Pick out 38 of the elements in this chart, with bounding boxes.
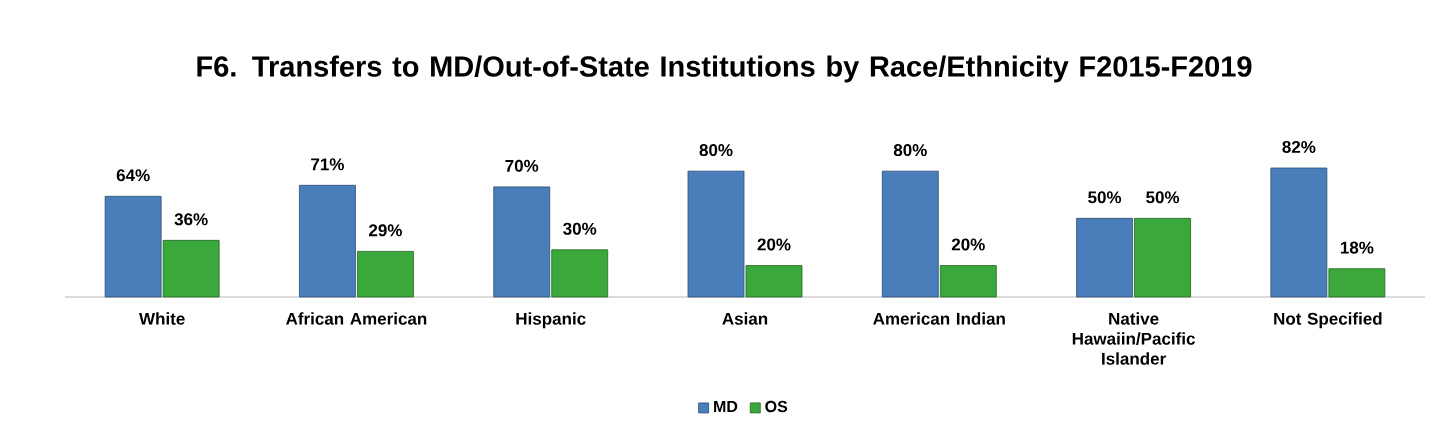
bar	[162, 239, 220, 298]
chart-title: F6. Transfers to MD/Out-of-State Institutions by Race/Ethnicity F2015-F2019	[197, 55, 1252, 83]
bar	[881, 170, 939, 298]
x-tick-label: Asian	[722, 312, 768, 325]
x-tick-label: American Indian	[873, 312, 1005, 325]
legend-label: OS	[765, 400, 788, 413]
bar	[1076, 217, 1133, 298]
bar	[1328, 268, 1386, 298]
data-label: 36%	[174, 213, 208, 226]
data-label: 50%	[1146, 191, 1180, 204]
x-tick-label: Not Specified	[1274, 312, 1382, 329]
data-label: 71%	[311, 158, 344, 171]
bar	[745, 265, 803, 298]
bar	[299, 184, 356, 298]
data-label: 18%	[1340, 241, 1374, 254]
x-tick-label: Hispanic	[516, 312, 586, 329]
bar	[493, 186, 551, 298]
data-label: 50%	[1088, 191, 1122, 204]
bar	[1270, 167, 1328, 298]
data-label: 64%	[116, 169, 150, 182]
x-tick-label: Native Hawaiin/Pacific Islander	[1072, 312, 1195, 365]
data-label: 70%	[505, 159, 539, 172]
data-label: 20%	[951, 238, 985, 251]
bar	[104, 195, 162, 298]
data-label: 20%	[757, 238, 791, 251]
bar	[551, 249, 609, 298]
x-tick-label: African American	[286, 312, 427, 325]
data-label: 30%	[563, 222, 597, 235]
bar	[1134, 217, 1191, 298]
data-label: 29%	[369, 224, 402, 237]
data-label: 80%	[699, 144, 733, 157]
legend-label: MD	[714, 400, 738, 412]
data-label: 80%	[893, 144, 927, 157]
x-tick-label: White	[139, 312, 185, 325]
bar	[687, 170, 745, 298]
bar	[357, 250, 414, 298]
data-label: 82%	[1282, 140, 1316, 153]
bar	[939, 265, 997, 298]
